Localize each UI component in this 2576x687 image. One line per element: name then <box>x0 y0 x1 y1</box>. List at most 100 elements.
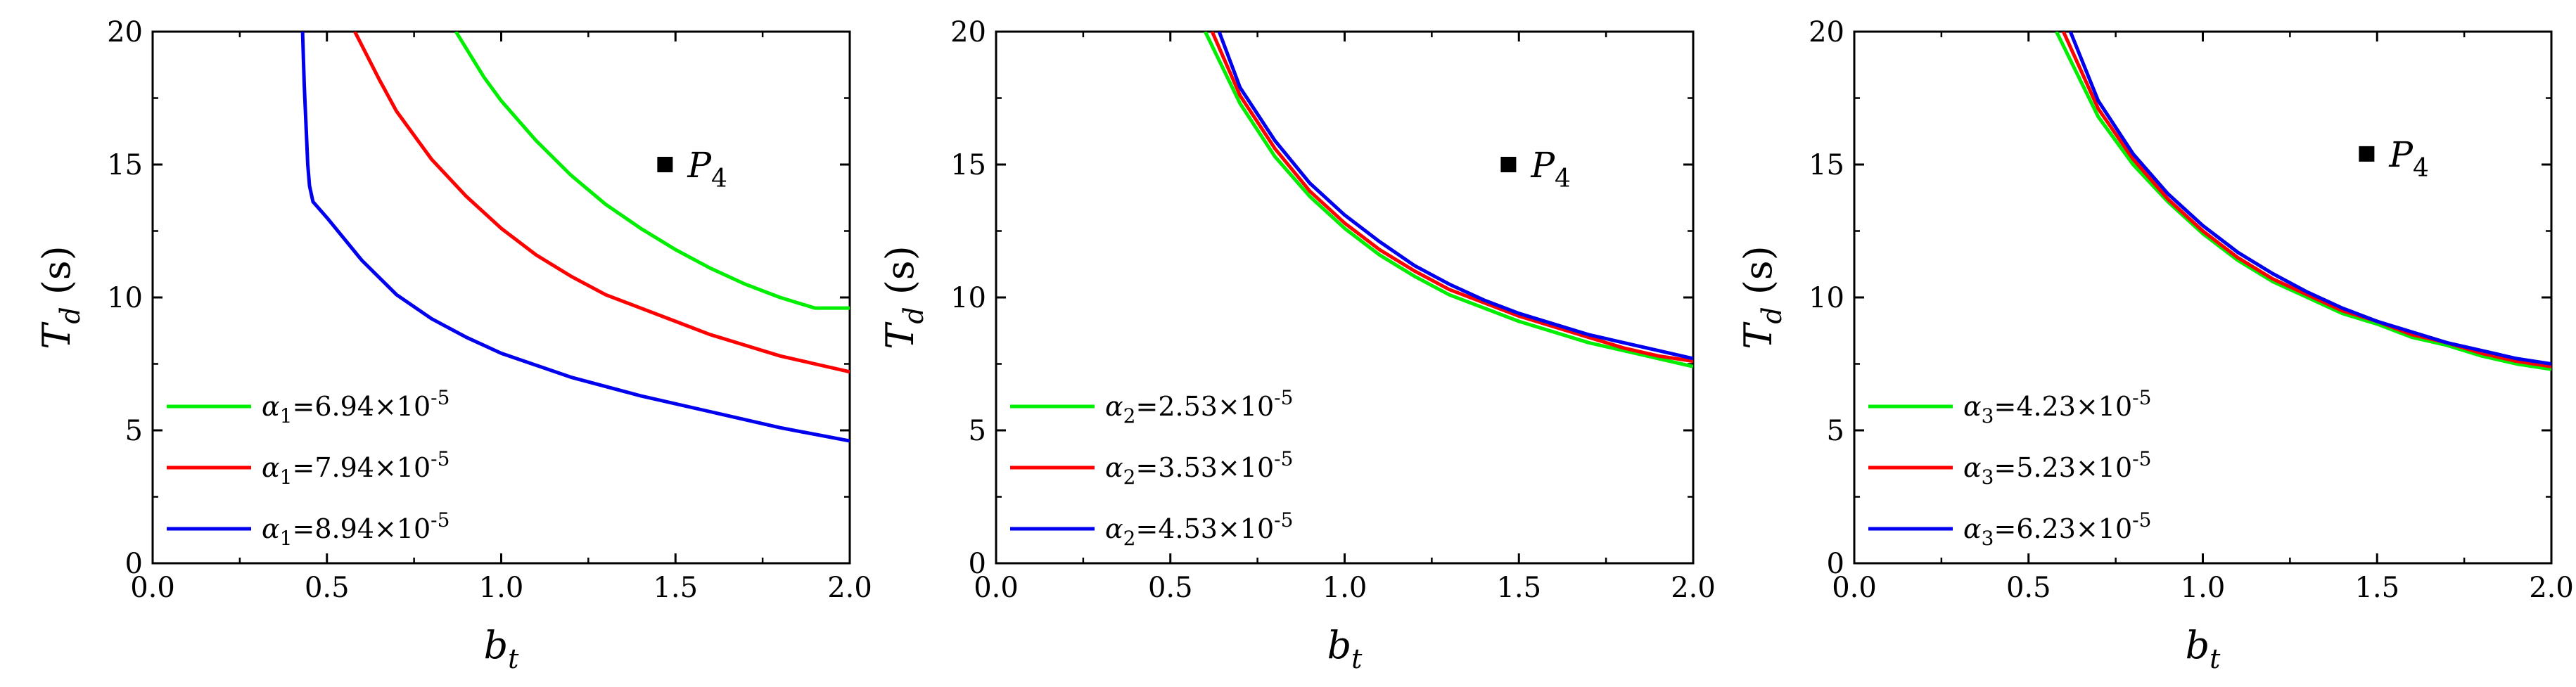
legend-entry-2: α3=5.23×10-5 <box>1963 447 2151 489</box>
series-line-1 <box>2055 32 2551 371</box>
legend-exp: -5 <box>431 447 449 470</box>
legend-sub: 1 <box>280 527 293 550</box>
series-line-2 <box>1210 32 1693 364</box>
legend-sub: 1 <box>280 466 293 489</box>
y-axis-label-unit: (s) <box>34 245 79 307</box>
legend-exp: -5 <box>431 386 449 409</box>
x-axis-label-sub: t <box>2210 643 2221 674</box>
y-tick-label: 20 <box>107 16 143 49</box>
legend-mantissa: =2.53×10 <box>1136 391 1275 422</box>
y-tick-label: 5 <box>125 415 143 447</box>
legend-mantissa: =6.94×10 <box>293 391 431 422</box>
y-axis-label-sub: d <box>898 307 929 323</box>
legend-sub: 3 <box>1982 527 1994 550</box>
y-axis-label: Td (s) <box>878 245 929 349</box>
point-label-main: P <box>687 145 712 186</box>
x-tick-label: 1.0 <box>479 572 524 604</box>
series-line-1 <box>454 32 850 310</box>
y-axis-label-unit: (s) <box>878 245 922 307</box>
x-tick-label: 1.5 <box>1496 572 1541 604</box>
legend-exp: -5 <box>431 508 449 532</box>
legend-greek: α <box>262 452 280 483</box>
legend-sub: 2 <box>1123 404 1136 428</box>
legend-sub: 1 <box>280 404 293 428</box>
legend-greek: α <box>1105 452 1123 483</box>
legend-mantissa: =4.53×10 <box>1136 513 1275 544</box>
legend-entry-1: α2=2.53×10-5 <box>1105 386 1293 428</box>
legend-exp: -5 <box>1274 386 1293 409</box>
legend-greek: α <box>262 391 280 422</box>
legend-sub: 3 <box>1982 404 1994 428</box>
y-tick-label: 0 <box>969 548 986 580</box>
plot-frame <box>151 30 851 565</box>
point-label-main: P <box>2388 134 2414 175</box>
legend-entry-3: α2=4.53×10-5 <box>1105 508 1293 550</box>
legend-mantissa: =4.23×10 <box>1994 391 2133 422</box>
y-tick-label: 5 <box>969 415 986 447</box>
y-tick-label: 0 <box>125 548 143 580</box>
y-axis-label-sub: d <box>55 307 86 323</box>
point-marker <box>657 157 673 172</box>
x-axis-label-sub: t <box>1351 643 1363 674</box>
x-tick-label: 0.0 <box>130 572 175 604</box>
point-marker <box>2359 146 2375 162</box>
y-axis-label-main: T <box>34 321 79 349</box>
legend-mantissa: =5.23×10 <box>1994 452 2133 483</box>
legend-entry-3: α1=8.94×10-5 <box>262 508 449 550</box>
point-label-sub: 4 <box>2413 154 2429 183</box>
y-tick-label: 20 <box>1809 16 1844 49</box>
y-axis-label: Td (s) <box>1736 245 1787 349</box>
legend-sub: 2 <box>1123 466 1136 489</box>
x-tick-label: 1.5 <box>653 572 698 604</box>
legend-sub: 3 <box>1982 466 1994 489</box>
legend-entry-2: α2=3.53×10-5 <box>1105 447 1293 489</box>
y-tick-label: 0 <box>1827 548 1844 580</box>
legend-entry-1: α1=6.94×10-5 <box>262 386 449 428</box>
legend-greek: α <box>1105 391 1123 422</box>
x-tick-label: 0.5 <box>2006 572 2051 604</box>
y-tick-label: 15 <box>1809 149 1844 181</box>
series-line-3 <box>1217 32 1693 361</box>
legend-entry-1: α3=4.23×10-5 <box>1963 386 2151 428</box>
legend-greek: α <box>1963 513 1982 544</box>
x-axis-label-sub: t <box>508 643 519 674</box>
legend-mantissa: =3.53×10 <box>1136 452 1275 483</box>
series-line-3 <box>300 32 850 443</box>
x-tick-label: 0.0 <box>974 572 1019 604</box>
y-tick-label: 15 <box>950 149 986 181</box>
legend-greek: α <box>1105 513 1123 544</box>
y-tick-label: 10 <box>950 282 986 314</box>
point-marker <box>1500 157 1517 172</box>
x-tick-label: 2.0 <box>2529 572 2574 604</box>
legend-mantissa: =7.94×10 <box>293 452 431 483</box>
x-axis-label: bt <box>2186 623 2221 674</box>
legend-mantissa: =6.23×10 <box>1994 513 2133 544</box>
legend-exp: -5 <box>1274 508 1293 532</box>
plot-frame <box>1853 30 2553 565</box>
x-axis-label: bt <box>1327 623 1363 674</box>
legend-exp: -5 <box>1274 447 1293 470</box>
series-line-2 <box>353 32 850 374</box>
y-tick-label: 20 <box>950 16 986 49</box>
x-axis-label-main: b <box>484 623 509 667</box>
point-label-sub: 4 <box>711 165 727 193</box>
x-tick-label: 0.5 <box>305 572 350 604</box>
y-axis-label: Td (s) <box>34 245 86 349</box>
series-line-3 <box>2068 32 2551 366</box>
series-line-1 <box>1204 32 1693 368</box>
y-axis-label-unit: (s) <box>1736 245 1780 307</box>
point-label: P4 <box>2388 134 2429 183</box>
x-tick-label: 2.0 <box>1671 572 1716 604</box>
x-tick-label: 1.0 <box>1322 572 1367 604</box>
legend-exp: -5 <box>2132 508 2151 532</box>
y-tick-label: 10 <box>1809 282 1844 314</box>
legend-mantissa: =8.94×10 <box>293 513 431 544</box>
legend-exp: -5 <box>2132 447 2151 470</box>
x-tick-label: 1.0 <box>2181 572 2226 604</box>
x-tick-label: 2.0 <box>827 572 872 604</box>
legend-greek: α <box>1963 452 1982 483</box>
